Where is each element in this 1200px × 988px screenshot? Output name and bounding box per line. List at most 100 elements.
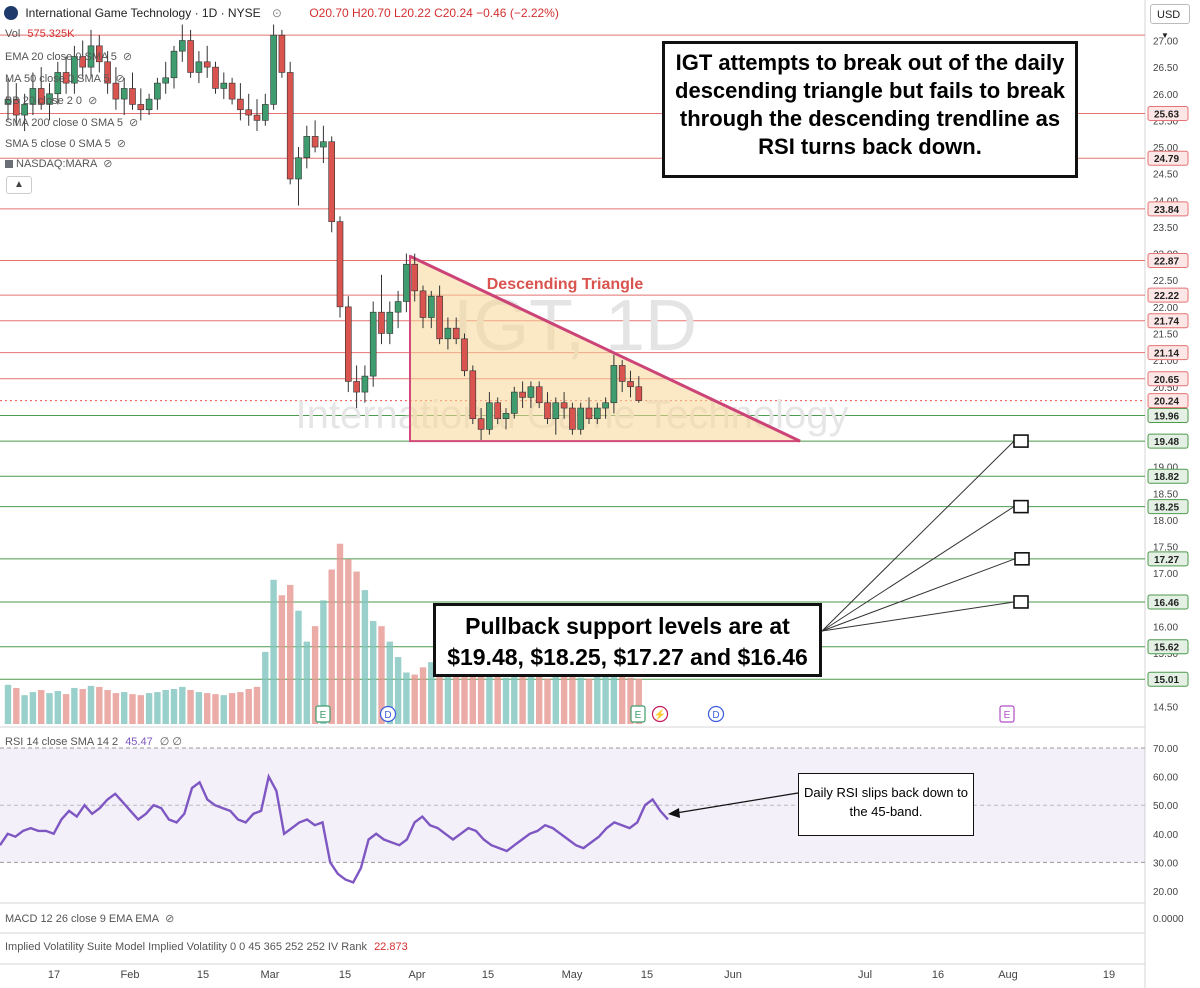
time-tick: Apr [408,969,425,981]
symbol-title[interactable]: International Game Technology · 1D · NYS… [25,6,261,20]
eye-off-icon[interactable]: ⊘ [122,51,133,63]
macd-legend[interactable]: MACD 12 26 close 9 EMA EMA ⊘ [5,912,174,925]
level-badge-box [1147,639,1189,655]
indicator-compare[interactable]: NASDAQ:MARA ⊘ [5,157,113,170]
annotation-support-levels: Pullback support levels are at $19.48, $… [433,603,822,677]
event-marker: ⚡ [651,705,669,723]
candle-body [602,402,609,409]
eye-off-icon[interactable]: ⊘ [165,913,175,925]
volume-bar [619,676,626,724]
compare-symbol-icon [5,160,13,168]
volume-bar [378,626,385,724]
eye-icon[interactable]: ⊙ [271,6,282,20]
level-badge-box [1147,551,1189,567]
candle-body [627,381,634,388]
volume-bar [54,691,61,724]
volume-bar [195,692,203,724]
level-badge: 21.14 [1147,345,1189,361]
candle-body [104,61,111,84]
level-badge: 20.65 [1147,371,1189,387]
volume-bar [228,693,236,724]
candle-body [494,402,502,420]
candle-body [618,365,626,382]
macd-tick: 0.0000 [1153,914,1184,925]
volume-bar [486,674,493,724]
price-tick: 19.00 [1153,463,1178,474]
candle-body [403,263,410,302]
candle-body [311,136,319,148]
candle-body [477,418,485,430]
level-badge-label: 20.65 [1154,375,1179,386]
volume-bar [295,610,302,724]
indicator-sma5[interactable]: SMA 5 close 0 SMA 5 ⊘ [5,137,126,150]
level-badge-box [1147,671,1189,687]
volume-bar [361,590,369,724]
volume-bar [179,686,186,724]
eye-off-icon[interactable]: ⊘ [115,73,125,85]
indicator-label: EMA 20 close 0 SMA 5 [5,51,117,63]
ohlc-values: O20.70 H20.70 L20.22 C20.24 −0.46 (−2.22… [309,6,559,20]
event-marker: D [379,705,397,723]
time-tick: 16 [932,969,944,981]
price-tick: 20.50 [1153,383,1178,394]
volume-bar [145,693,153,724]
eye-off-icon[interactable]: ⊘ [116,138,126,150]
volume-bar [237,692,244,724]
candle-body [21,104,28,116]
candle-body [203,61,211,68]
annotation-rsi: Daily RSI slips back down to the 45-band… [798,773,974,836]
collapse-legend-button[interactable]: ▲ [6,176,32,194]
volume-bar [38,690,45,724]
candle-body [436,295,443,340]
candle-body [394,301,402,313]
volume-bar [154,692,161,724]
volume-bar [386,641,393,724]
event-marker-label: E [635,710,642,721]
price-tick: 25.50 [1153,116,1178,127]
candle-body [527,386,535,398]
time-tick: Aug [998,969,1018,981]
currency-dropdown[interactable]: USD ▼ [1150,4,1190,40]
level-badge: 25.63 [1147,105,1189,121]
eye-off-icon[interactable]: ⊘ [88,95,98,107]
volume-bar [170,688,178,724]
indicator-ema[interactable]: EMA 20 close 0 SMA 5 ⊘ [5,50,132,63]
candle-body [411,263,419,292]
event-marker-shape [707,705,725,723]
volume-bar [96,686,103,724]
triangle-label: Descending Triangle [487,276,644,293]
volume-bar [527,673,535,724]
volume-legend[interactable]: Vol 575.325K [5,28,74,40]
last-price-label: 20.24 [1154,397,1179,408]
level-badge: 17.27 [1147,551,1189,567]
indicator-bb[interactable]: BB 20 close 2 0 ⊘ [5,94,97,107]
eye-off-icon[interactable]: ⊘ [129,117,139,129]
level-badge: 18.82 [1147,468,1189,484]
callout-box [1014,552,1030,566]
indicator-sma200[interactable]: SMA 200 close 0 SMA 5 ⊘ [5,116,138,129]
level-badge-box [1147,468,1189,484]
volume-bar [436,664,443,724]
candle-body [386,311,394,334]
volume-bar [560,675,568,724]
indicator-ma[interactable]: MA 50 close 0 SMA 5 ⊘ [5,72,125,85]
volume-bar [262,651,269,724]
candle-body [419,290,427,318]
candle-body [237,98,244,111]
candle-body [46,93,53,105]
eye-off-icon[interactable]: ⊘ [103,158,113,170]
volume-bars [4,543,642,724]
volume-bar [62,694,70,724]
iv-legend[interactable]: Implied Volatility Suite Model Implied V… [5,941,408,953]
price-axis: 27.0026.5026.0025.5025.0024.5024.0023.50… [1147,37,1189,925]
indicator-label: NASDAQ:MARA [16,158,98,170]
candle-body [320,141,327,148]
volume-bar [87,685,95,724]
volume-bar [511,672,518,724]
candle-body [303,136,311,158]
volume-bar [353,571,360,724]
time-axis: 17 Feb 15 Mar 15 Apr 15 May 15 Jun Jul 16 Aug 19 [48,969,1115,981]
rsi-legend[interactable]: RSI 14 close SMA 14 2 45.47 ∅ ∅ [5,735,182,748]
candle-body [353,381,360,393]
time-tick: 15 [482,969,494,981]
